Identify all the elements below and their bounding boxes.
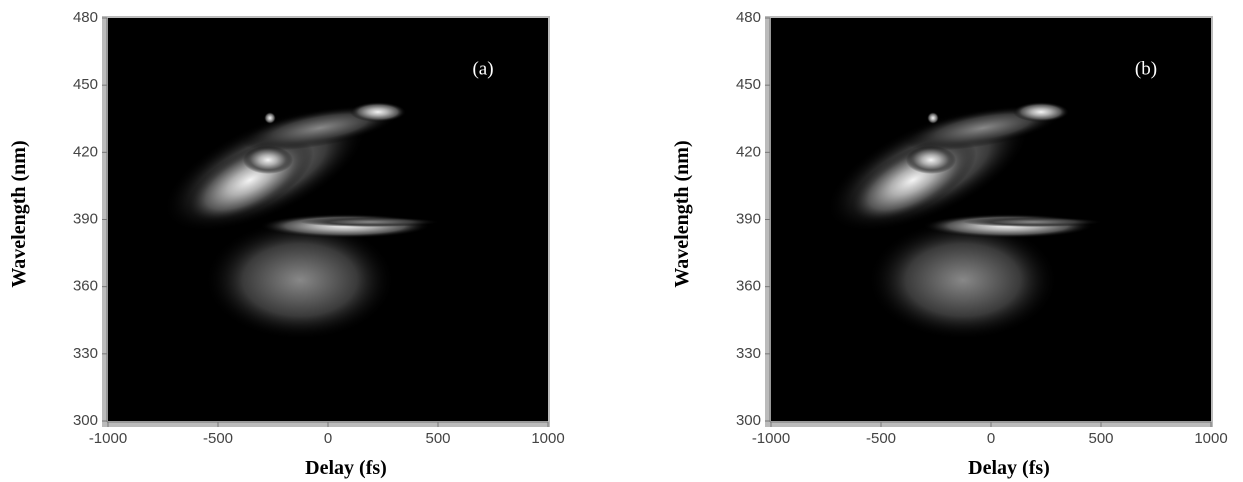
y-tick-label: 300 [736,412,761,429]
y-tick-label: 420 [736,143,761,160]
x-tick-label: 1000 [531,430,564,447]
figure: 300 330 360 390 420 450 480 -1000 -500 0 500 1000 De… [0,0,1243,482]
panel: 300 330 360 390 420 450 480 -1000 -500 0 500 1000 De… [8,9,565,479]
y-tick-label: 420 [73,143,98,160]
x-axis-label: Delay (fs) [968,457,1050,479]
y-tick-label: 450 [736,76,761,93]
y-tick-label: 390 [73,210,98,227]
x-tick-label: -1000 [752,430,790,447]
y-axis-label: Wavelength (nm) [671,140,693,287]
x-tick-label: 0 [324,430,332,447]
y-tick-label: 300 [73,412,98,429]
panel: 300 330 360 390 420 450 480 -1000 -500 0 500 1000 De… [671,9,1228,479]
panel-label: (b) [1135,58,1157,79]
y-tick-label: 390 [736,210,761,227]
x-tick-label: -1000 [89,430,127,447]
y-tick-label: 480 [736,9,761,26]
y-tick-label: 360 [73,278,98,295]
y-tick-label: 480 [73,9,98,26]
x-axis-label: Delay (fs) [305,457,387,479]
x-tick-label: -500 [203,430,233,447]
x-tick-label: -500 [866,430,896,447]
panel-label: (a) [472,58,493,79]
y-tick-label: 330 [736,345,761,362]
x-tick-label: 500 [1088,430,1113,447]
x-tick-label: 0 [987,430,995,447]
y-tick-label: 360 [736,278,761,295]
y-axis-label: Wavelength (nm) [8,140,30,287]
y-tick-label: 330 [73,345,98,362]
x-tick-label: 500 [425,430,450,447]
y-tick-label: 450 [73,76,98,93]
x-tick-label: 1000 [1194,430,1227,447]
